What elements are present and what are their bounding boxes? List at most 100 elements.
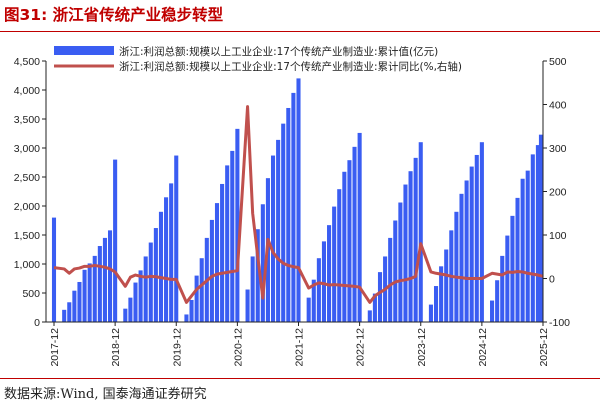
bar xyxy=(367,310,372,322)
bar xyxy=(505,235,510,322)
bar xyxy=(469,166,474,322)
bar xyxy=(230,150,235,322)
bar xyxy=(123,308,128,322)
bar xyxy=(97,246,102,322)
bar xyxy=(418,142,423,322)
bar xyxy=(164,197,169,322)
bar xyxy=(296,78,301,323)
bar xyxy=(428,304,433,322)
y-right-tick-label: -100 xyxy=(549,317,570,329)
bar xyxy=(72,290,77,322)
bar xyxy=(77,281,82,322)
bar xyxy=(525,170,530,322)
bar xyxy=(464,180,469,322)
y-left-tick-label: 500 xyxy=(22,288,40,300)
legend-label-bar: 浙江:利润总额:规模以上工业企业:17个传统产业制造业:累计值(亿元) xyxy=(119,45,438,58)
x-tick-label: 2021-12 xyxy=(294,328,306,367)
bar xyxy=(337,189,342,322)
bar xyxy=(398,202,403,322)
title-rule xyxy=(0,31,600,32)
bar xyxy=(245,289,250,322)
bar xyxy=(133,282,138,322)
bar xyxy=(67,302,72,322)
bar xyxy=(327,225,332,322)
legend-label-line: 浙江:利润总额:规模以上工业企业:17个传统产业制造业:累计同比(%,右轴) xyxy=(119,60,462,73)
y-right-tick-label: 400 xyxy=(549,100,567,112)
bar xyxy=(209,219,214,322)
bar xyxy=(515,197,520,322)
bar xyxy=(377,272,383,322)
bar xyxy=(189,299,194,322)
bar xyxy=(184,314,189,322)
bar xyxy=(143,256,148,322)
bar xyxy=(413,157,418,322)
bar xyxy=(220,183,225,322)
x-tick-label: 2023-12 xyxy=(416,328,428,367)
y-left-tick-label: 0 xyxy=(34,317,40,329)
y-right-tick-label: 0 xyxy=(549,274,555,286)
bar xyxy=(495,280,500,322)
bar xyxy=(255,229,260,322)
bar xyxy=(250,256,255,322)
bar xyxy=(357,132,362,322)
x-tick-label: 2022-12 xyxy=(355,328,367,367)
y-left-tick-label: 2,000 xyxy=(14,201,40,213)
bar xyxy=(174,155,179,322)
legend-swatch-bar xyxy=(54,46,114,55)
bar xyxy=(102,237,107,322)
bar xyxy=(306,297,311,322)
bar xyxy=(169,183,174,322)
bar xyxy=(352,146,357,322)
bar xyxy=(321,241,327,322)
x-tick-label: 2018-12 xyxy=(110,328,122,367)
bar xyxy=(270,155,276,322)
x-tick-label: 2020-12 xyxy=(232,328,244,367)
bar xyxy=(459,193,464,322)
y-right-tick-label: 200 xyxy=(549,187,567,199)
yoy-line xyxy=(53,105,544,304)
y-right-tick-label: 500 xyxy=(549,56,567,68)
bar xyxy=(214,203,220,322)
y-right-tick-label: 300 xyxy=(549,143,567,155)
bar xyxy=(311,279,316,322)
bar xyxy=(538,134,543,322)
y-right-tick-label: 100 xyxy=(549,230,567,242)
bar xyxy=(316,258,321,322)
bar xyxy=(51,217,57,322)
bar xyxy=(62,309,67,322)
bar xyxy=(408,171,413,322)
bar xyxy=(439,266,444,322)
bar xyxy=(138,270,143,322)
bar xyxy=(479,142,484,322)
bar xyxy=(225,165,230,322)
bar xyxy=(433,286,439,322)
bar xyxy=(474,154,479,322)
bar xyxy=(113,159,118,322)
y-left-tick-label: 3,000 xyxy=(14,143,40,155)
bar xyxy=(510,215,515,322)
source-rule xyxy=(0,378,600,379)
bar xyxy=(388,237,393,322)
bar xyxy=(153,228,158,322)
bar xyxy=(332,206,337,322)
bar xyxy=(281,123,286,322)
x-tick-label: 2019-12 xyxy=(171,328,183,367)
axes: 0 500 1,000 1,500 2,000 2,500 3,000 3,500 4,000 4… xyxy=(14,56,570,367)
bar xyxy=(235,128,240,322)
bar xyxy=(347,160,352,322)
y-left-tick-label: 2,500 xyxy=(14,172,40,184)
bar xyxy=(128,297,133,322)
y-left-tick-label: 4,000 xyxy=(14,85,40,97)
y-left-tick-label: 3,500 xyxy=(14,114,40,126)
bar xyxy=(454,211,459,322)
bar xyxy=(520,178,525,322)
bar xyxy=(342,171,347,322)
bar xyxy=(199,258,204,322)
y-left-tick-label: 4,500 xyxy=(14,56,40,68)
line-series xyxy=(53,105,544,304)
bar xyxy=(82,269,87,322)
x-tick-label: 2025-12 xyxy=(538,328,550,367)
x-tick-label: 2024-12 xyxy=(477,328,489,367)
bar xyxy=(194,275,199,322)
